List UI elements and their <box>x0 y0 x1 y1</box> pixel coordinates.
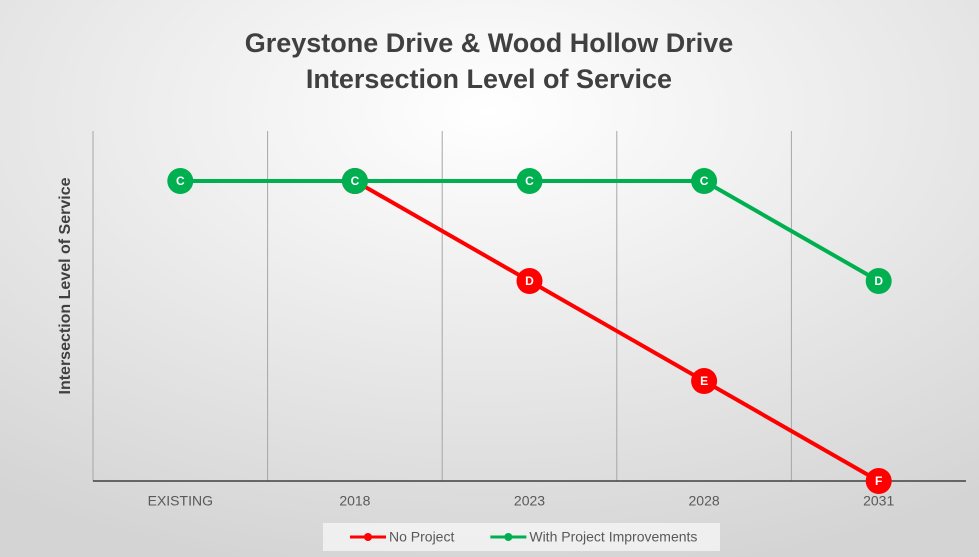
data-point <box>865 268 892 294</box>
data-point <box>516 268 543 294</box>
data-label: D <box>525 274 534 288</box>
legend-swatch <box>504 533 513 541</box>
data-label: C <box>176 174 185 188</box>
x-tick-label: 2031 <box>863 493 894 509</box>
data-point <box>341 168 368 194</box>
legend-swatch <box>364 533 372 541</box>
chart-title: Intersection Level of Service <box>306 64 672 94</box>
data-label: C <box>351 174 360 188</box>
data-point <box>691 368 718 394</box>
data-label: D <box>874 274 883 288</box>
legend-label: With Project Improvements <box>529 529 697 545</box>
data-point <box>167 168 194 194</box>
data-point <box>865 468 892 494</box>
y-axis-label: Intersection Level of Service <box>57 177 74 394</box>
x-tick-label: EXISTING <box>148 493 213 509</box>
data-point <box>516 168 543 194</box>
data-label: C <box>525 174 534 188</box>
data-label: E <box>700 374 708 388</box>
x-tick-label: 2023 <box>514 493 545 509</box>
data-label: F <box>875 474 882 488</box>
legend-label: No Project <box>389 529 454 545</box>
x-tick-label: 2028 <box>689 493 720 509</box>
data-label: C <box>700 174 709 188</box>
chart-title: Greystone Drive & Wood Hollow Drive <box>245 28 734 58</box>
x-tick-label: 2018 <box>339 493 370 509</box>
series-line <box>353 179 880 483</box>
data-point <box>691 168 718 194</box>
